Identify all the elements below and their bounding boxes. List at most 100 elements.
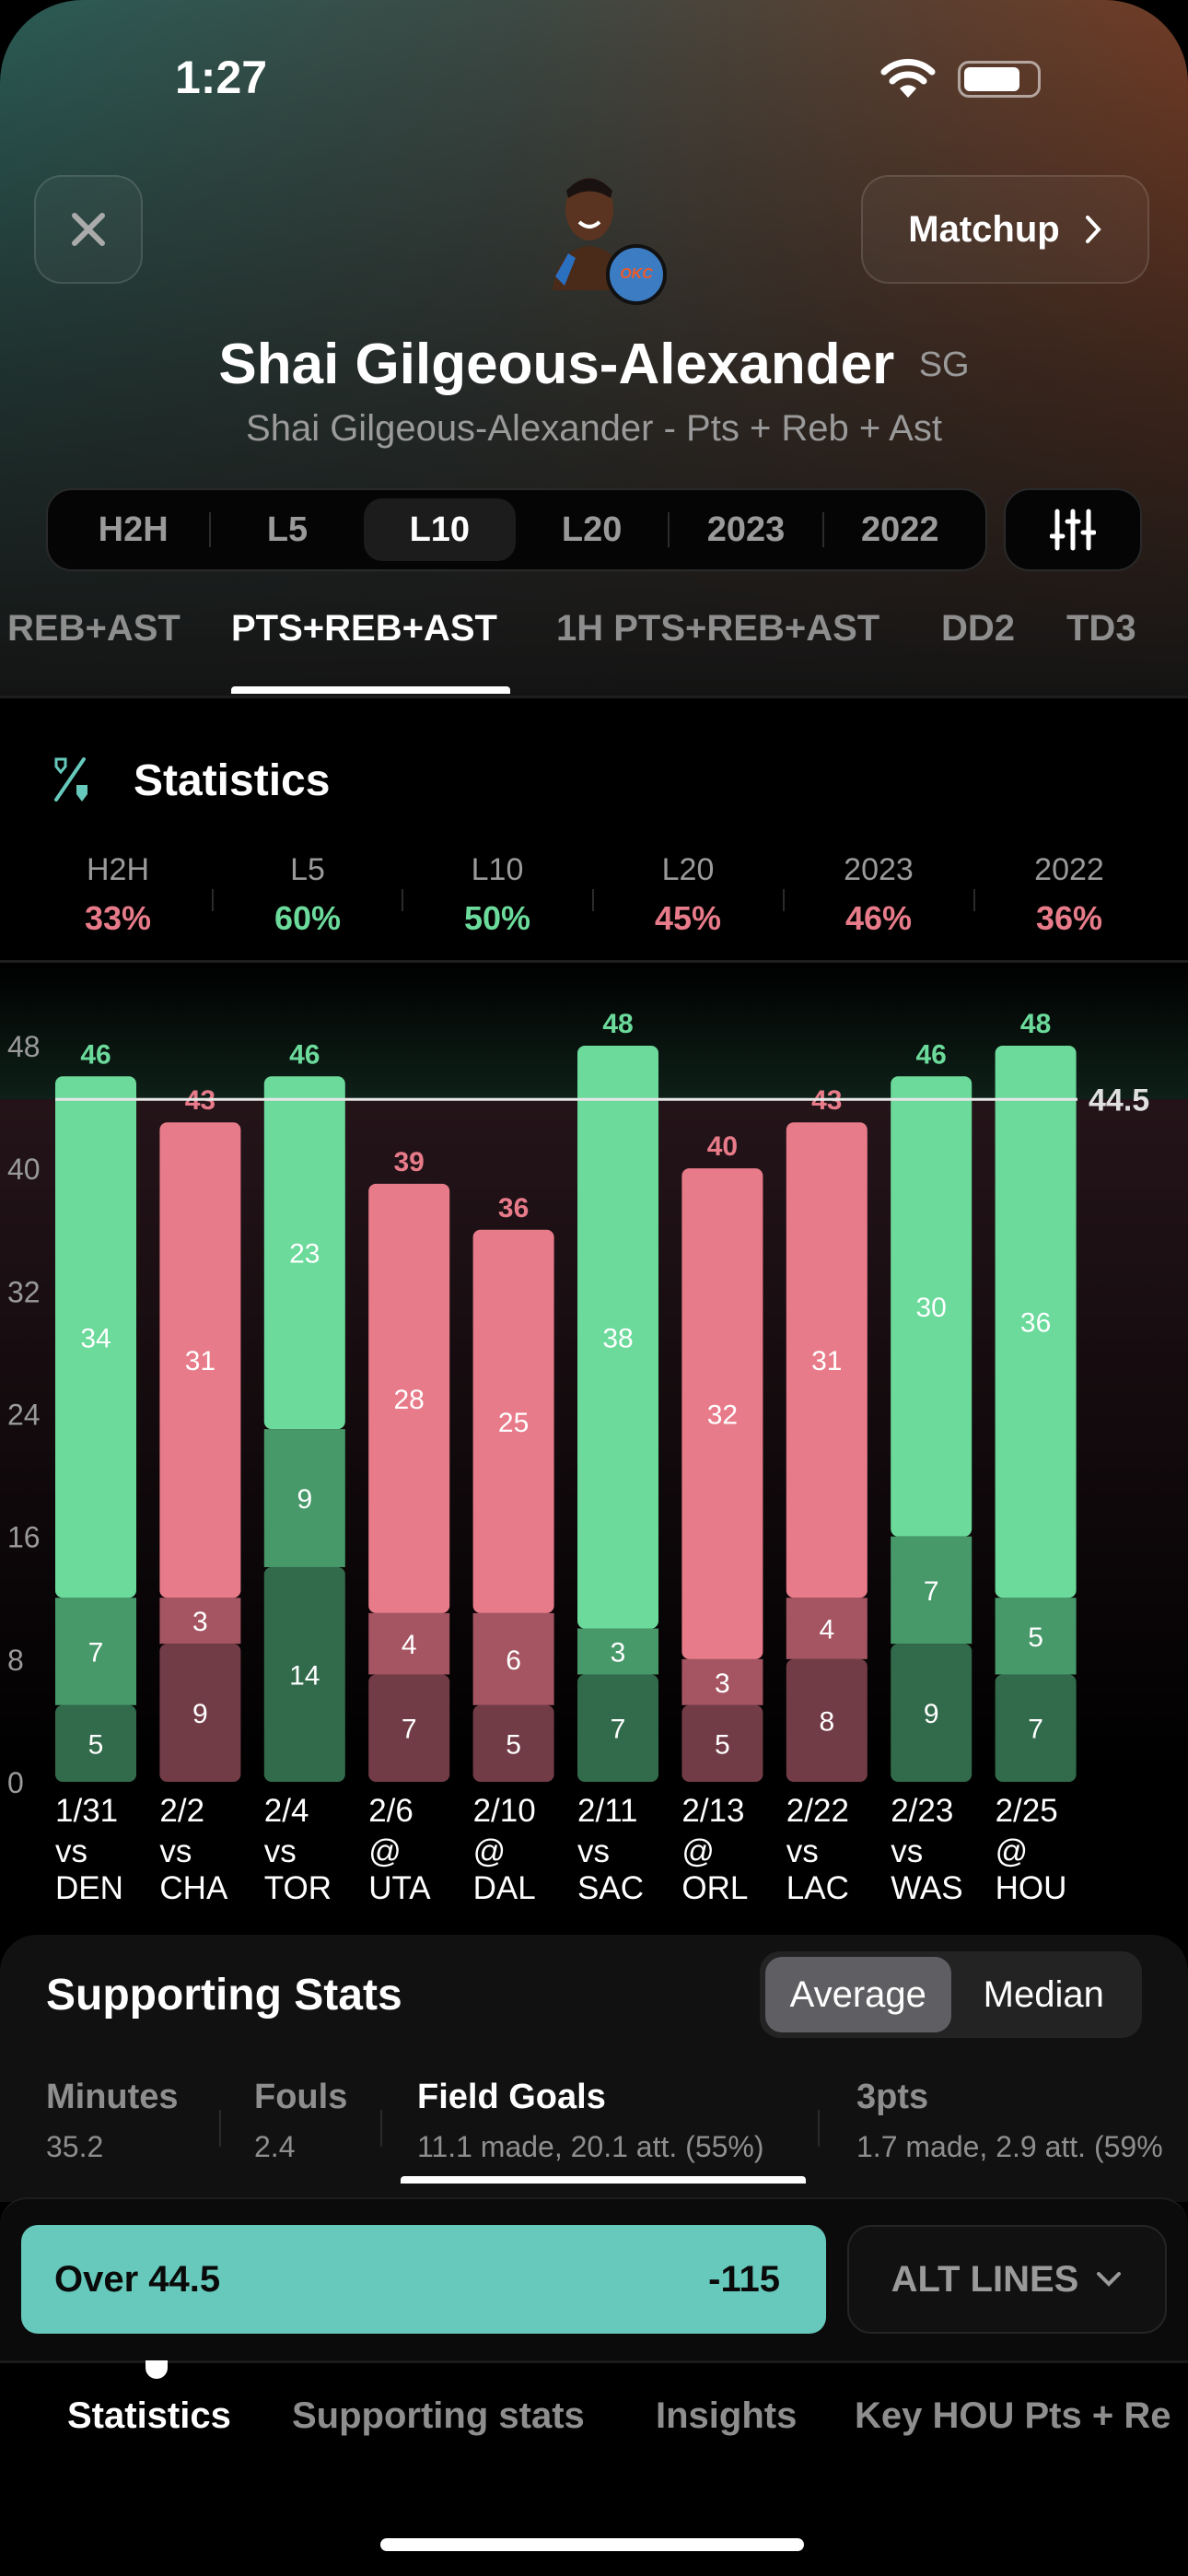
period-l20[interactable]: L20 <box>561 510 623 549</box>
divider <box>402 889 403 911</box>
hit-rate-l5: L5 60% <box>225 852 390 938</box>
filter-button[interactable] <box>1004 488 1142 571</box>
x-label-opp: LAC <box>786 1870 849 1906</box>
matchup-button[interactable]: Matchup <box>861 175 1149 284</box>
percent-icon <box>54 757 87 802</box>
tab-dot-indicator <box>146 2360 168 2379</box>
alt-lines-button[interactable]: ALT LINES <box>847 2225 1167 2334</box>
stat-fouls[interactable]: Fouls 2.4 <box>254 2078 348 2163</box>
y-tick-label: 0 <box>7 1766 24 1799</box>
bar-segment <box>995 1598 1077 1675</box>
segment-label: 5 <box>1028 1622 1043 1653</box>
tab-dd2[interactable]: DD2 <box>941 608 1016 649</box>
hit-rate-label: 2023 <box>844 852 914 887</box>
bottom-tab-supporting-stats[interactable]: Supporting stats <box>292 2395 585 2436</box>
segment-label: 3 <box>192 1607 208 1637</box>
y-tick-label: 48 <box>7 1030 41 1063</box>
bar-total-label: 48 <box>1020 1009 1051 1039</box>
x-label-date: 2/4 <box>264 1793 309 1829</box>
chevron-right-icon <box>1085 216 1101 243</box>
stat-indicator <box>401 2176 806 2184</box>
segment-label: 25 <box>498 1408 529 1438</box>
period-l10[interactable]: L10 <box>363 498 516 561</box>
bar-segment <box>472 1612 554 1705</box>
status-time: 1:27 <box>175 52 268 103</box>
x-label-loc: vs <box>264 1833 297 1869</box>
close-icon <box>72 213 105 246</box>
segment-label: 34 <box>80 1323 111 1353</box>
bar-segment <box>786 1122 868 1598</box>
bar-total-label: 48 <box>602 1009 633 1039</box>
stat-minutes[interactable]: Minutes 35.2 <box>46 2078 179 2163</box>
segment-label: 8 <box>819 1706 834 1737</box>
bar-segment <box>891 1536 973 1645</box>
statistics-title: Statistics <box>134 756 331 805</box>
y-tick-label: 16 <box>7 1521 41 1554</box>
period-h2h[interactable]: H2H <box>98 510 169 549</box>
x-label-loc: @ <box>368 1833 402 1869</box>
x-label-loc: @ <box>996 1833 1029 1869</box>
team-logo: OKC <box>606 244 667 305</box>
bar-segment <box>368 1612 450 1675</box>
bar-segment <box>891 1644 973 1782</box>
segment-label: 7 <box>88 1638 104 1669</box>
matchup-label: Matchup <box>908 208 1060 250</box>
tab-1h-pts-reb-ast[interactable]: 1H PTS+REB+AST <box>556 608 880 649</box>
bar-segment <box>55 1598 136 1705</box>
stat-3pts[interactable]: 3pts 1.7 made, 2.9 att. (59% <box>856 2078 1163 2163</box>
hit-rate-value: 46% <box>844 899 913 937</box>
x-label-loc: vs <box>55 1833 87 1869</box>
segment-label: 3 <box>611 1638 626 1669</box>
tab-td3[interactable]: TD3 <box>1066 608 1136 649</box>
segment-label: 32 <box>707 1400 738 1431</box>
tab-reb-ast[interactable]: REB+AST <box>7 608 181 649</box>
period-l5[interactable]: L5 <box>266 510 309 549</box>
segment-label: 4 <box>402 1630 417 1660</box>
bet-odds: -115 <box>708 2258 780 2300</box>
close-button[interactable] <box>34 175 143 284</box>
stat-field-goals[interactable]: Field Goals 11.1 made, 20.1 att. (55%) <box>417 2078 764 2163</box>
player-position: SG <box>918 345 970 384</box>
segment-label: 7 <box>924 1576 939 1607</box>
toggle-median[interactable]: Median <box>983 1973 1104 2015</box>
x-label-date: 2/11 <box>577 1793 638 1829</box>
divider <box>380 2110 382 2147</box>
divider <box>973 889 975 911</box>
sliders-icon <box>1050 509 1096 551</box>
hit-rate-value: 60% <box>274 899 342 937</box>
bottom-tab-insights[interactable]: Insights <box>656 2395 798 2436</box>
segment-label: 9 <box>192 1699 208 1729</box>
period-2023[interactable]: 2023 <box>706 510 786 549</box>
x-label-date: 2/13 <box>681 1793 744 1829</box>
bar-segment <box>368 1674 450 1782</box>
bottom-tab-key-hou[interactable]: Key HOU Pts + Re <box>855 2395 1171 2436</box>
segment-label: 7 <box>1028 1715 1043 1745</box>
bar-segment <box>891 1076 973 1537</box>
x-label-date: 2/2 <box>159 1793 204 1829</box>
x-label-loc: @ <box>681 1833 715 1869</box>
header-background <box>0 0 1188 697</box>
bar-segment <box>786 1658 868 1782</box>
bar-total-label: 36 <box>498 1193 529 1224</box>
segment-label: 7 <box>402 1715 417 1745</box>
battery-icon <box>958 61 1041 98</box>
bar-segment <box>786 1598 868 1659</box>
segment-label: 5 <box>88 1729 104 1760</box>
x-label-opp: HOU <box>996 1870 1067 1906</box>
tab-pts-reb-ast[interactable]: PTS+REB+AST <box>231 608 497 649</box>
period-2022[interactable]: 2022 <box>861 510 939 549</box>
bar-segment <box>995 1674 1077 1782</box>
bar-segment <box>263 1566 345 1782</box>
bar-segment <box>368 1183 450 1613</box>
toggle-average[interactable]: Average <box>765 1957 951 2032</box>
hit-rate-value: 33% <box>84 899 152 937</box>
segment-label: 14 <box>289 1660 320 1691</box>
hit-rate-label: L5 <box>290 852 325 887</box>
over-bet-button[interactable]: Over 44.5 -115 <box>21 2225 826 2334</box>
hit-rate-l20: L20 45% <box>605 852 771 938</box>
segment-label: 7 <box>611 1715 626 1745</box>
divider <box>783 889 785 911</box>
hit-rate-2023: 2023 46% <box>796 852 961 938</box>
wifi-icon <box>880 58 936 98</box>
bottom-tab-statistics[interactable]: Statistics <box>67 2395 231 2436</box>
